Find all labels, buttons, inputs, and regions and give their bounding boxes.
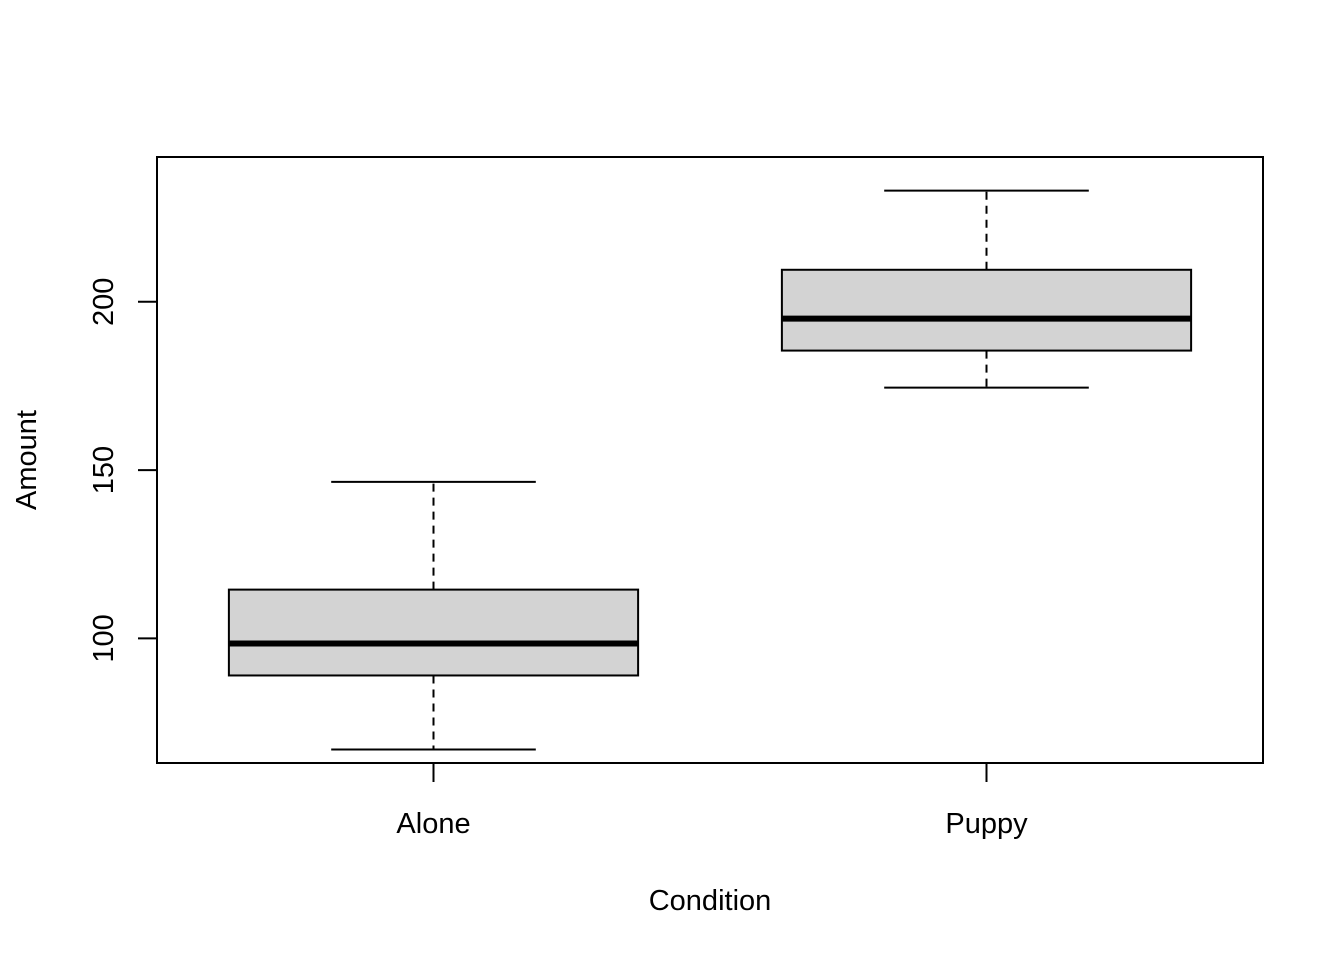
box-puppy	[780, 189, 1193, 389]
x-axis: Alone Puppy	[396, 763, 1028, 840]
iqr-box	[780, 268, 1193, 352]
y-axis-title: Amount	[11, 410, 43, 510]
x-axis-title: Condition	[649, 885, 772, 917]
x-tick-label: Alone	[396, 808, 470, 840]
y-tick-label: 100	[88, 614, 120, 662]
box-series	[227, 189, 1193, 751]
iqr-box	[227, 588, 640, 677]
x-tick-label: Puppy	[945, 808, 1028, 840]
y-axis: 100 150 200	[88, 278, 158, 663]
box-alone	[227, 480, 640, 751]
y-tick-label: 150	[88, 446, 120, 494]
y-tick-label: 200	[88, 278, 120, 326]
